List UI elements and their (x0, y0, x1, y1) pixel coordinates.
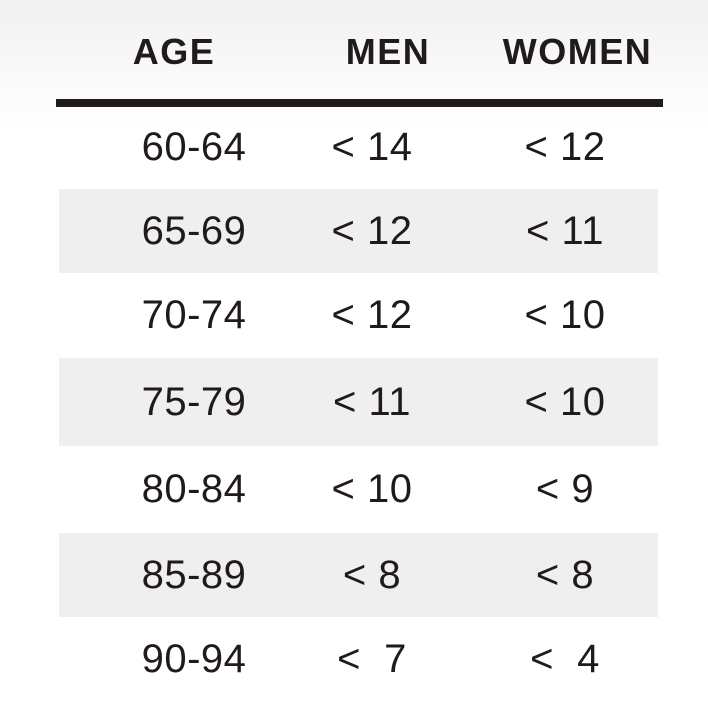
men-cell: < 10 (331, 467, 413, 511)
header-age: AGE (132, 31, 216, 72)
header-divider (56, 99, 663, 107)
men-cell: < 8 (342, 552, 402, 597)
table-row: 90-94 < 7 < 4 (59, 617, 658, 701)
age-cell: 90-94 (141, 636, 247, 681)
age-cell: 75-79 (141, 379, 247, 424)
table-row: 70-74 < 12 < 10 (59, 273, 658, 358)
women-cell: < 4 (530, 636, 600, 681)
women-cell: < 10 (524, 379, 606, 424)
age-cell: 85-89 (141, 552, 247, 597)
header-women: WOMEN (502, 31, 653, 72)
women-cell: < 9 (535, 467, 595, 511)
men-cell: < 12 (331, 293, 413, 337)
women-cell: < 10 (524, 293, 606, 337)
women-cell: < 8 (535, 552, 595, 597)
women-cell: < 12 (524, 124, 606, 169)
age-cell: 65-69 (141, 208, 247, 253)
table-row: 60-64 < 14 < 12 (59, 106, 658, 188)
men-cell: < 12 (331, 208, 413, 253)
men-cell: < 11 (333, 379, 411, 424)
header-men: MEN (345, 31, 431, 72)
table-row: 65-69 < 12 < 11 (59, 189, 658, 273)
age-cell: 80-84 (141, 467, 247, 511)
table-header: AGE MEN WOMEN (0, 22, 708, 82)
table-row: 85-89 < 8 < 8 (59, 533, 658, 617)
age-cell: 60-64 (141, 124, 247, 169)
table-row: 75-79 < 11 < 10 (59, 358, 658, 446)
age-cell: 70-74 (141, 293, 247, 337)
women-cell: < 11 (526, 208, 604, 253)
table-row: 80-84 < 10 < 9 (59, 446, 658, 533)
men-cell: < 7 (337, 636, 407, 681)
men-cell: < 14 (331, 124, 413, 169)
